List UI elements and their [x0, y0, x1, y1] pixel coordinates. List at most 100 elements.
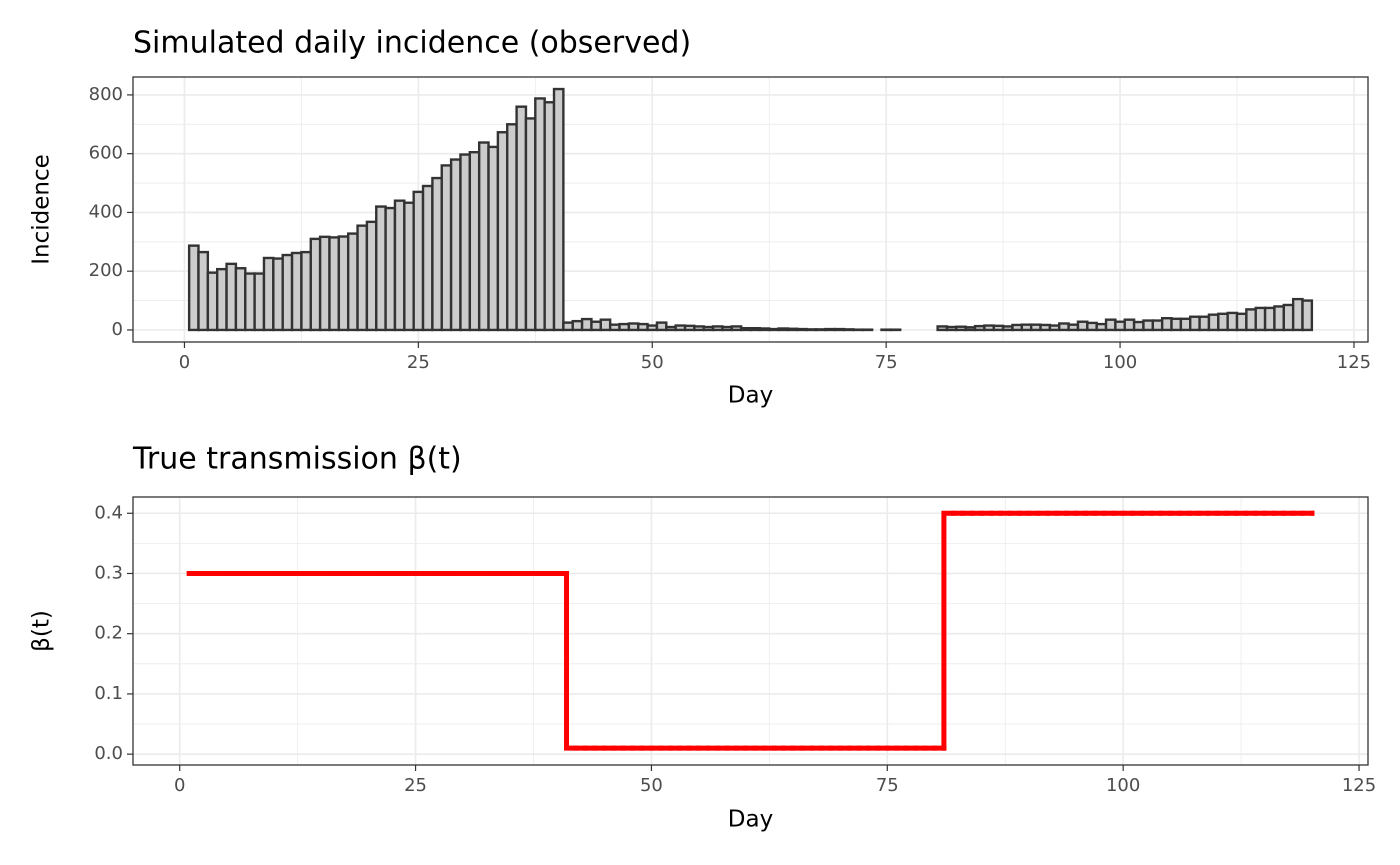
bar — [197, 250, 210, 332]
bar — [421, 184, 434, 332]
bar — [721, 325, 733, 332]
bar — [393, 199, 406, 332]
bar — [711, 325, 724, 332]
bar — [253, 272, 266, 332]
bar — [375, 205, 387, 332]
bar — [1020, 323, 1033, 332]
y-tick-label: 0.3 — [94, 562, 123, 583]
bar — [1179, 317, 1192, 332]
bar — [637, 322, 649, 332]
bar — [683, 324, 696, 332]
panel-background — [133, 497, 1368, 765]
bar — [318, 235, 331, 332]
panel — [133, 77, 1368, 342]
bar — [346, 232, 359, 332]
bar — [618, 322, 631, 332]
bar — [955, 325, 967, 332]
bar — [431, 176, 443, 332]
chart-title: Simulated daily incidence (observed) — [133, 26, 691, 61]
x-tick-label: 25 — [404, 775, 427, 796]
bar — [356, 224, 369, 332]
bar — [665, 325, 677, 332]
bar — [758, 327, 771, 332]
bar — [1273, 305, 1285, 332]
y-tick-label: 0.2 — [94, 623, 123, 644]
bar — [468, 151, 481, 332]
bar — [1217, 312, 1229, 332]
bar — [1189, 315, 1201, 332]
x-tick-label: 125 — [1342, 775, 1376, 796]
bar — [1039, 323, 1052, 332]
bar — [1291, 297, 1304, 332]
bar — [599, 318, 612, 332]
bar — [842, 328, 855, 332]
bar — [328, 236, 341, 332]
bar — [983, 324, 995, 332]
bar — [739, 326, 752, 332]
bar — [702, 325, 715, 332]
bar — [552, 87, 565, 332]
panel — [133, 497, 1368, 765]
bar — [627, 322, 640, 332]
bar — [1095, 322, 1108, 332]
bar — [936, 325, 949, 332]
bar — [496, 131, 509, 332]
bar — [674, 324, 687, 332]
bar — [1263, 306, 1276, 332]
x-tick-label: 0 — [179, 352, 190, 373]
bar — [206, 271, 219, 332]
bar — [272, 257, 284, 332]
bar — [262, 256, 275, 332]
bar — [608, 323, 621, 332]
panel-border — [132, 496, 1369, 766]
bar — [487, 145, 500, 332]
bar — [506, 123, 518, 332]
bar — [1001, 325, 1014, 332]
x-axis-label: Day — [728, 807, 773, 833]
bar — [234, 267, 247, 332]
bar — [945, 325, 958, 332]
bar — [1132, 320, 1145, 332]
bar — [534, 97, 546, 332]
bar — [1142, 319, 1155, 332]
x-tick-label: 100 — [1106, 775, 1140, 796]
bar — [543, 101, 556, 332]
bar — [384, 206, 397, 332]
y-tick-label: 0.0 — [94, 743, 123, 764]
bar — [1245, 308, 1257, 332]
bar — [1076, 320, 1089, 332]
bar — [805, 328, 818, 332]
y-axis-label: Incidence — [29, 154, 55, 265]
bar — [1235, 312, 1248, 332]
y-axis-label: β(t) — [29, 610, 55, 652]
bar — [693, 325, 705, 332]
bar — [655, 321, 668, 332]
bar — [973, 324, 986, 332]
bar — [459, 153, 472, 332]
bar — [571, 319, 584, 332]
bar — [337, 235, 350, 332]
bar — [1198, 315, 1211, 332]
x-tick-label: 125 — [1337, 352, 1371, 373]
bar — [300, 250, 312, 332]
y-tick-label: 0 — [112, 319, 123, 340]
bar — [1058, 322, 1070, 332]
bar — [646, 324, 659, 332]
bar — [1086, 321, 1098, 332]
bar — [449, 158, 462, 332]
bar — [1048, 324, 1061, 332]
bar — [768, 327, 780, 332]
x-tick-label: 75 — [875, 352, 898, 373]
x-tick-label: 0 — [174, 775, 185, 796]
bar — [964, 326, 977, 332]
bar — [1123, 318, 1136, 332]
bar — [290, 251, 303, 332]
bar — [1029, 323, 1042, 332]
bar — [814, 328, 827, 332]
bar — [562, 321, 574, 332]
bar — [1160, 317, 1173, 332]
bar — [777, 327, 790, 332]
bar — [403, 201, 415, 332]
bar — [1170, 317, 1183, 332]
